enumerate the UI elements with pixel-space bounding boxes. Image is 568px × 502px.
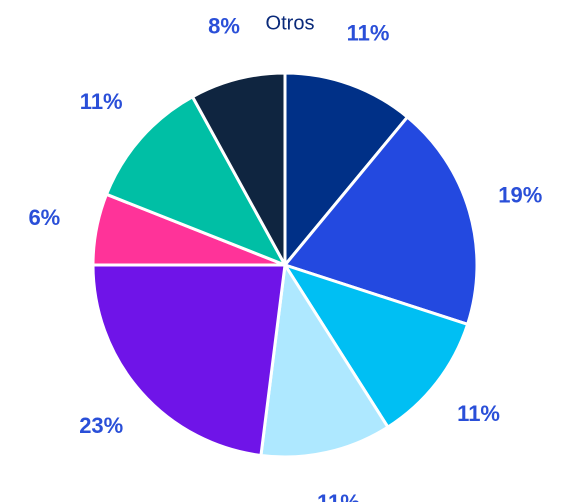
data-label: 11% xyxy=(317,490,360,502)
pie-slice xyxy=(283,71,409,267)
pie-slice xyxy=(104,95,287,267)
data-label: 6% xyxy=(28,205,60,230)
pie-slice xyxy=(283,263,470,429)
pie-slice xyxy=(91,263,287,457)
data-label: 11% xyxy=(457,401,500,426)
pie-slice xyxy=(191,71,287,267)
data-label: 23% xyxy=(79,413,123,438)
data-label: 19% xyxy=(498,182,542,207)
data-label: 11% xyxy=(80,89,123,114)
pie-slice xyxy=(259,263,390,459)
chart-title: Otros xyxy=(266,12,315,34)
data-label: 8% xyxy=(208,14,240,39)
data-label: 11% xyxy=(347,20,390,45)
pie-slice xyxy=(283,115,479,326)
